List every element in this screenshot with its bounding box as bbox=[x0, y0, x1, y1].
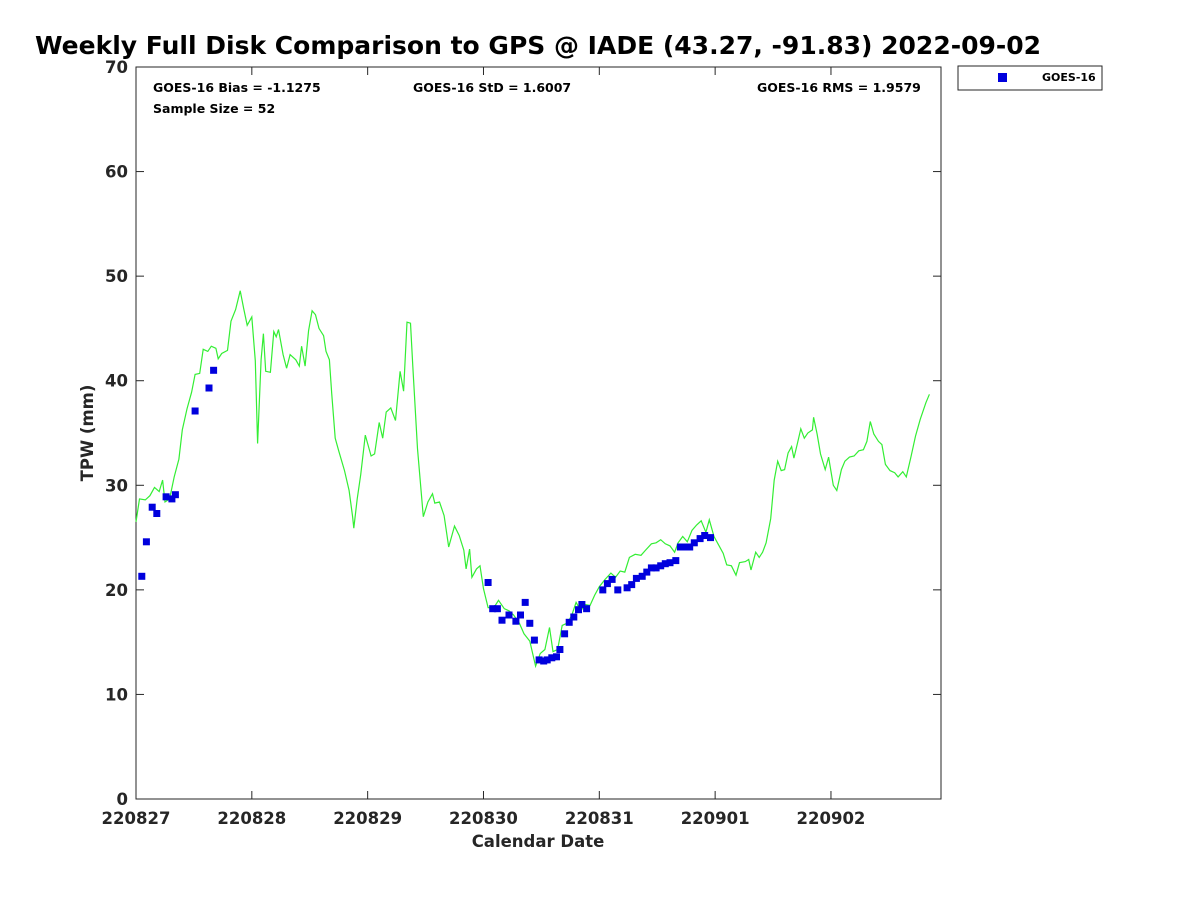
goes-point bbox=[498, 616, 506, 624]
goes-point bbox=[686, 543, 694, 551]
x-tick-label: 220828 bbox=[217, 809, 286, 828]
goes-point bbox=[676, 543, 684, 551]
bias-stat: GOES-16 Bias = -1.1275 bbox=[153, 80, 321, 95]
y-axis: 0 10 20 30 40 50 60 70 bbox=[105, 58, 941, 809]
goes-point bbox=[484, 579, 492, 586]
goes-point bbox=[556, 646, 564, 653]
goes-point bbox=[543, 656, 551, 664]
goes-point bbox=[205, 384, 213, 392]
goes-point bbox=[628, 581, 636, 589]
goes-point bbox=[153, 510, 161, 517]
goes-point bbox=[521, 598, 529, 606]
goes-point bbox=[535, 656, 543, 664]
goes-point bbox=[583, 605, 591, 613]
chart-title: Weekly Full Disk Comparison to GPS @ IAD… bbox=[35, 31, 1041, 60]
goes-point bbox=[517, 611, 524, 619]
goes-point bbox=[657, 562, 665, 570]
goes-point bbox=[696, 535, 704, 543]
goes-point bbox=[570, 613, 578, 621]
goes-point bbox=[603, 580, 611, 588]
goes-series bbox=[138, 366, 714, 665]
y-axis-label: TPW (mm) bbox=[78, 385, 97, 482]
y-tick-label: 40 bbox=[105, 372, 128, 391]
legend-box bbox=[957, 65, 1103, 91]
x-axis: 220827 220828 220829 220830 220831 220901 2209… bbox=[102, 67, 866, 828]
goes-point bbox=[171, 491, 179, 499]
x-axis-label: Calendar Date bbox=[472, 832, 605, 851]
goes-point bbox=[191, 407, 199, 415]
x-tick-label: 220827 bbox=[102, 809, 171, 828]
goes-point bbox=[608, 575, 616, 583]
goes-point bbox=[162, 493, 170, 501]
goes-point bbox=[690, 539, 698, 547]
y-tick-label: 20 bbox=[105, 581, 128, 600]
y-tick-label: 50 bbox=[105, 267, 128, 286]
x-tick-label: 220831 bbox=[565, 809, 634, 828]
goes-point bbox=[148, 503, 156, 511]
goes-point bbox=[614, 586, 622, 594]
goes-point bbox=[142, 538, 150, 546]
goes-point bbox=[661, 560, 669, 568]
goes-point bbox=[638, 572, 646, 580]
legend: GOES-16 bbox=[957, 65, 1103, 91]
goes-point bbox=[643, 568, 651, 576]
sample-size-stat: Sample Size = 52 bbox=[153, 101, 275, 116]
x-tick-label: 220901 bbox=[681, 809, 750, 828]
x-tick-label: 220902 bbox=[797, 809, 866, 828]
legend-marker bbox=[998, 73, 1007, 82]
y-tick-label: 0 bbox=[117, 790, 128, 809]
goes-point bbox=[138, 572, 146, 580]
legend-label: GOES-16 bbox=[1042, 71, 1096, 84]
goes-point bbox=[168, 495, 176, 503]
goes-point bbox=[526, 619, 534, 627]
goes-point bbox=[493, 605, 501, 613]
x-tick-label: 220830 bbox=[449, 809, 518, 828]
goes-point bbox=[553, 653, 560, 661]
y-tick-label: 60 bbox=[105, 163, 128, 182]
goes-point bbox=[672, 557, 680, 565]
std-stat: GOES-16 StD = 1.6007 bbox=[413, 80, 571, 95]
goes-point bbox=[707, 534, 714, 542]
goes-point bbox=[575, 606, 582, 614]
goes-point bbox=[681, 543, 689, 551]
goes-point bbox=[530, 636, 538, 644]
goes-point bbox=[210, 366, 218, 374]
y-tick-label: 30 bbox=[105, 476, 128, 495]
rms-stat: GOES-16 RMS = 1.9579 bbox=[757, 80, 921, 95]
goes-point bbox=[599, 586, 607, 594]
goes-point bbox=[512, 617, 520, 625]
y-tick-label: 70 bbox=[105, 58, 128, 77]
goes-point bbox=[647, 564, 655, 572]
goes-point bbox=[632, 574, 640, 582]
goes-point bbox=[578, 601, 586, 608]
x-tick-label: 220829 bbox=[333, 809, 402, 828]
plot-area bbox=[135, 66, 942, 800]
goes-point bbox=[701, 532, 709, 539]
goes-point bbox=[489, 605, 497, 613]
goes-point bbox=[505, 611, 513, 619]
goes-point bbox=[652, 564, 660, 572]
y-tick-label: 10 bbox=[105, 685, 128, 704]
goes-point bbox=[623, 584, 631, 592]
goes-point bbox=[561, 630, 569, 638]
goes-point bbox=[548, 654, 556, 662]
goes-point bbox=[666, 559, 674, 567]
goes-point bbox=[565, 618, 573, 626]
